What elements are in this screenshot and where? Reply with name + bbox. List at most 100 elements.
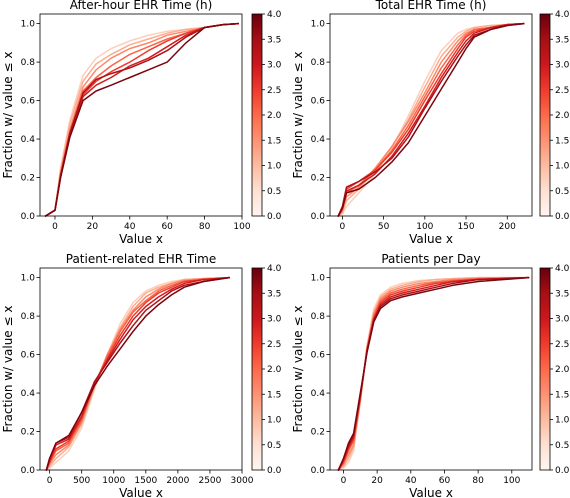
x-tick-label: 100 (416, 222, 433, 232)
x-tick-label: 60 (439, 476, 451, 486)
x-tick-label: 0 (340, 222, 346, 232)
series-line-7 (44, 22, 240, 217)
series-line-5 (45, 276, 230, 471)
y-tick-label: 0.4 (311, 135, 326, 145)
y-tick-label: 0.6 (311, 97, 326, 107)
colorbar-tick-label: 0.0 (267, 212, 282, 222)
x-tick-label: 50 (378, 222, 390, 232)
series-lines (337, 276, 530, 471)
series-line-4 (337, 22, 525, 217)
x-tick-label: 0 (47, 476, 53, 486)
y-tick-label: 0.0 (21, 212, 36, 222)
y-tick-label: 0.6 (21, 97, 36, 107)
colorbar: 0.0 0.5 1.0 1.5 2.0 2.5 3.0 3.5 4.0 (251, 10, 282, 222)
colorbar-tick-label: 1.0 (267, 416, 282, 426)
x-tick-label: 2000 (166, 476, 189, 486)
x-tick-label: 1000 (102, 476, 125, 486)
x-axis-label: Value x (119, 232, 163, 246)
x-tick-label: 0 (52, 222, 58, 232)
y-tick-label: 0.2 (21, 174, 35, 184)
x-tick-label: 20 (87, 222, 99, 232)
colorbar-tick-label: 0.5 (555, 187, 569, 197)
series-line-7 (337, 22, 525, 217)
plot-frame (329, 267, 533, 471)
colorbar-tick-label: 1.0 (555, 416, 570, 426)
colorbar-tick-label: 1.5 (267, 136, 281, 146)
colorbar-tick-label: 1.0 (555, 162, 570, 172)
y-tick-label: 0.8 (21, 58, 36, 68)
y-tick-label: 0.4 (21, 135, 36, 145)
y-tick-label: 1.0 (311, 20, 326, 30)
series-line-6 (337, 22, 525, 217)
chart-panel-1: 0 20 40 60 80 100 0.0 0.2 0.4 0.6 0.8 1.0 After-hour… (1, 0, 282, 246)
colorbar-tick-label: 4.0 (555, 10, 570, 20)
series-line-1 (337, 276, 530, 471)
x-tick-label: 80 (472, 476, 484, 486)
plot-frame (39, 267, 243, 471)
series-line-5 (337, 22, 525, 217)
colorbar-gradient (251, 13, 263, 217)
y-axis-label: Fraction w/ value ≤ x (291, 52, 305, 179)
series-line-3 (337, 22, 525, 217)
series-line-6 (45, 276, 230, 471)
colorbar-tick-label: 3.5 (267, 289, 281, 299)
x-tick-label: 60 (161, 222, 173, 232)
y-tick-label: 0.0 (21, 466, 36, 476)
series-line-8 (337, 22, 525, 217)
chart-title: Patients per Day (381, 252, 480, 266)
colorbar-tick-label: 0.5 (267, 187, 281, 197)
colorbar-tick-label: 2.5 (555, 340, 569, 350)
plot-frame (329, 13, 533, 217)
y-tick-label: 1.0 (21, 20, 36, 30)
y-tick-label: 0.8 (311, 58, 326, 68)
colorbar-tick-label: 3.5 (267, 35, 281, 45)
colorbar-tick-label: 3.0 (267, 61, 282, 71)
colorbar-tick-label: 0.5 (555, 441, 569, 451)
chart-title: Total EHR Time (h) (375, 0, 487, 12)
colorbar-tick-label: 3.0 (555, 61, 570, 71)
x-tick-label: 2500 (198, 476, 221, 486)
colorbar-tick-label: 4.0 (555, 264, 570, 274)
y-tick-label: 0.2 (311, 428, 325, 438)
colorbar-tick-label: 2.0 (555, 365, 570, 375)
colorbar: 0.0 0.5 1.0 1.5 2.0 2.5 3.0 3.5 4.0 (251, 264, 282, 476)
y-tick-label: 0.4 (21, 389, 36, 399)
y-tick-label: 1.0 (311, 274, 326, 284)
x-tick-label: 150 (457, 222, 474, 232)
chart-title: Patient-related EHR Time (66, 252, 217, 266)
series-line-8 (337, 276, 530, 471)
series-line-1 (337, 22, 525, 217)
y-tick-label: 0.4 (311, 389, 326, 399)
colorbar-tick-label: 4.0 (267, 10, 282, 20)
x-tick-label: 40 (124, 222, 136, 232)
plot-frame (39, 13, 243, 217)
colorbar-tick-label: 0.0 (267, 466, 282, 476)
colorbar-gradient (539, 267, 551, 471)
series-lines (44, 22, 240, 217)
x-axis-label: Value x (119, 486, 163, 498)
colorbar-tick-label: 2.5 (555, 86, 569, 96)
series-line-8 (44, 22, 240, 217)
y-axis-label: Fraction w/ value ≤ x (291, 306, 305, 433)
colorbar-tick-label: 1.5 (555, 390, 569, 400)
colorbar-tick-label: 3.5 (555, 35, 569, 45)
x-tick-label: 200 (499, 222, 516, 232)
series-line-3 (45, 276, 230, 471)
colorbar-tick-label: 4.0 (267, 264, 282, 274)
series-line-2 (337, 22, 525, 217)
colorbar-tick-label: 3.0 (267, 315, 282, 325)
x-axis-label: Value x (409, 232, 453, 246)
series-line-5 (337, 276, 530, 471)
colorbar-gradient (539, 13, 551, 217)
series-lines (337, 22, 525, 217)
series-line-4 (337, 276, 530, 471)
colorbar-tick-label: 0.5 (267, 441, 281, 451)
y-axis-label: Fraction w/ value ≤ x (1, 52, 15, 179)
x-tick-label: 500 (73, 476, 90, 486)
x-tick-label: 100 (233, 222, 250, 232)
series-line-3 (337, 276, 530, 471)
y-tick-label: 0.8 (21, 312, 36, 322)
series-line-1 (45, 276, 230, 471)
y-tick-label: 0.2 (311, 174, 325, 184)
